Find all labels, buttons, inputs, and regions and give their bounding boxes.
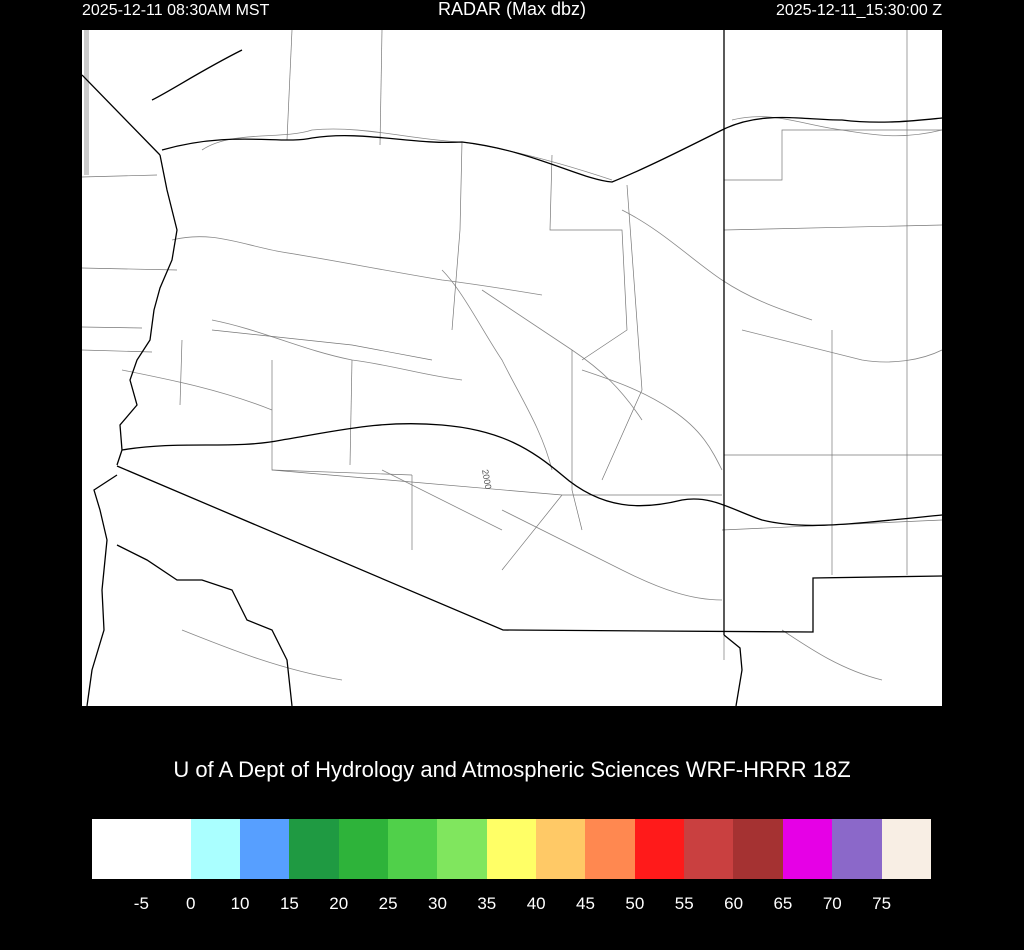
colorbar-swatch — [289, 819, 339, 879]
credit-line: U of A Dept of Hydrology and Atmospheric… — [173, 757, 851, 782]
colorbar-swatch — [782, 819, 833, 879]
local-time: 2025-12-11 08:30AM MST — [82, 2, 270, 19]
baja-coast — [86, 474, 118, 707]
colorbar-label: 75 — [872, 894, 892, 913]
colorbar-swatch — [190, 819, 241, 879]
chart-title: RADAR (Max dbz) — [437, 0, 587, 19]
southern-line — [121, 423, 943, 527]
colorbar-label: 60 — [724, 894, 744, 913]
colorbar-swatch — [536, 819, 586, 879]
colorbar-swatch — [634, 819, 685, 879]
colorbar-swatch — [437, 819, 487, 879]
colorbar-swatch — [388, 819, 438, 879]
colorbar-labels: -5 0 10 15 20 25 30 35 40 45 50 55 60 65 70 75 — [0, 894, 1024, 918]
colorbar-label: 55 — [674, 894, 694, 913]
colorbar-label: -5 — [133, 894, 149, 913]
map-svg: 2000 — [81, 29, 943, 707]
colorbar-label: 25 — [378, 894, 398, 913]
rim-line — [161, 116, 943, 183]
colorbar-swatch — [832, 819, 882, 879]
terrain-contours — [121, 116, 943, 681]
colorbar-swatch — [92, 819, 191, 879]
colorbar-swatch — [240, 819, 290, 879]
radar-map: 2000 — [81, 29, 943, 707]
colorbar-swatch — [733, 819, 783, 879]
colorbar-label: 20 — [329, 894, 349, 913]
colorbar-label: 10 — [230, 894, 250, 913]
nm-texas-border — [723, 634, 743, 707]
nevada-border — [81, 74, 161, 156]
state-borders — [81, 30, 943, 707]
colorbar-swatch — [585, 819, 635, 879]
county-boundary — [151, 49, 243, 101]
colorbar-label: 35 — [477, 894, 497, 913]
colorbar-label: 40 — [526, 894, 546, 913]
sonora-coast — [116, 544, 293, 707]
colorbar-label: 45 — [576, 894, 595, 913]
edge-strip — [84, 30, 89, 175]
mexico-border — [116, 465, 943, 633]
colorbar-swatch — [684, 819, 734, 879]
colorbar-swatch — [881, 819, 931, 879]
utc-time: 2025-12-11_15:30:00 Z — [775, 2, 942, 19]
colorbar-swatch — [486, 819, 537, 879]
colorbar-swatch — [338, 819, 389, 879]
colorbar-label: 30 — [428, 894, 447, 913]
colorado-river-border — [116, 154, 178, 466]
colorbar-label: 70 — [822, 894, 842, 913]
colorbar-label: 15 — [279, 894, 299, 913]
colorbar-label: 65 — [773, 894, 793, 913]
colorbar-label: 0 — [185, 894, 196, 913]
colorbar-label: 50 — [625, 894, 645, 913]
contour-label: 2000 — [480, 469, 493, 490]
colorbar — [92, 819, 931, 879]
